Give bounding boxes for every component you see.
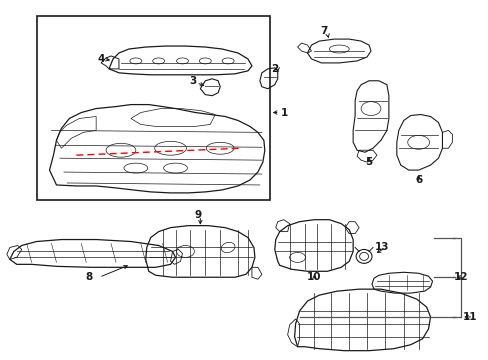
Text: 2: 2	[270, 64, 278, 74]
Text: 8: 8	[85, 272, 93, 282]
Text: 1: 1	[281, 108, 288, 117]
Text: 7: 7	[320, 26, 327, 36]
Text: 9: 9	[194, 210, 202, 220]
Text: 10: 10	[306, 272, 321, 282]
Bar	[37, 16, 269, 200]
Text: 12: 12	[453, 272, 468, 282]
Text: 4: 4	[97, 54, 104, 64]
Text: 11: 11	[462, 312, 476, 322]
Text: 6: 6	[414, 175, 422, 185]
Text: 5: 5	[365, 157, 372, 167]
Text: 3: 3	[189, 76, 197, 86]
Text: 13: 13	[374, 243, 388, 252]
